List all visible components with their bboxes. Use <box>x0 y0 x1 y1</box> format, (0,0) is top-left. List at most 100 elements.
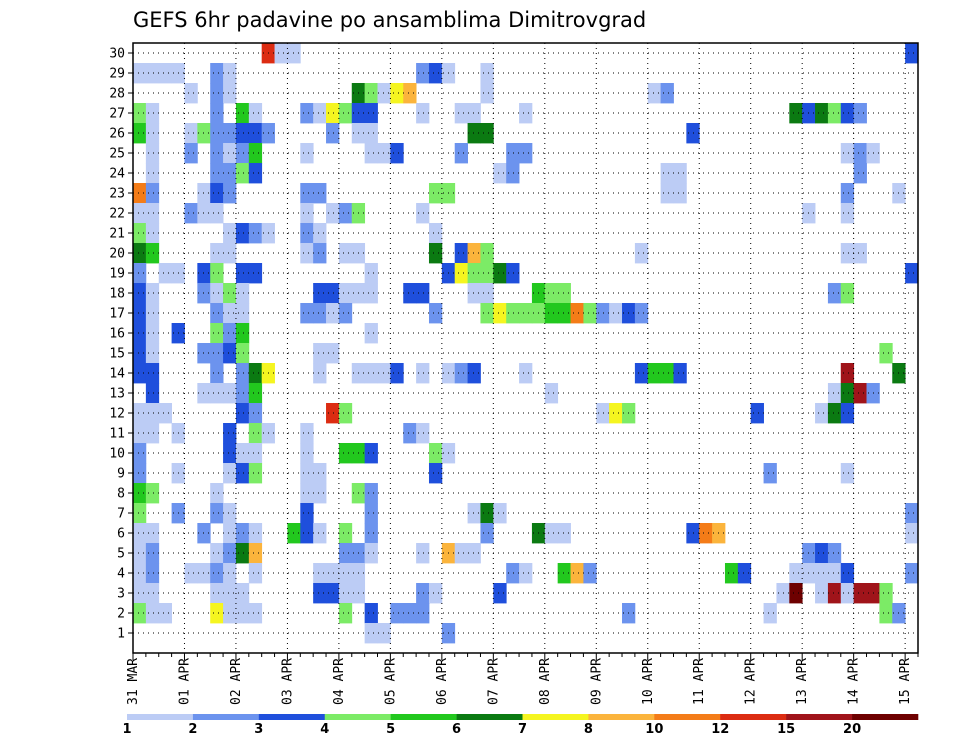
heatmap-cell <box>480 123 494 144</box>
heatmap-cell <box>235 523 250 544</box>
heatmap-cell <box>480 303 494 324</box>
heatmap-cell <box>235 403 250 424</box>
x-tick-label: 12 APR <box>744 658 759 705</box>
heatmap-cell <box>467 263 481 284</box>
heatmap-cell <box>223 343 237 364</box>
heatmap-cell <box>210 123 224 144</box>
heatmap-cell <box>210 323 224 344</box>
heatmap-cell <box>827 283 842 304</box>
y-tick-label: 2 <box>117 607 125 622</box>
heatmap-cell <box>223 283 237 304</box>
heatmap-cell <box>133 463 147 484</box>
heatmap-cell <box>326 303 340 324</box>
heatmap-cell <box>326 403 340 424</box>
colorbar-tick-label: 1 <box>122 722 131 737</box>
heatmap-cell <box>313 283 327 304</box>
heatmap-cell <box>338 563 353 584</box>
heatmap-cell <box>133 423 147 444</box>
heatmap-cell <box>145 523 160 544</box>
colorbar-swatch <box>654 714 721 720</box>
heatmap-cell <box>248 463 263 484</box>
heatmap-cell <box>338 603 353 624</box>
heatmap-cell <box>145 123 160 144</box>
heatmap-cell <box>235 443 250 464</box>
heatmap-cell <box>133 403 147 424</box>
y-tick-label: 1 <box>117 627 125 642</box>
x-tick-label: 15 APR <box>898 658 913 705</box>
heatmap-cell <box>364 543 378 564</box>
heatmap-cell <box>248 523 263 544</box>
heatmap-cell <box>248 443 263 464</box>
heatmap-cell <box>338 283 353 304</box>
heatmap-cell <box>326 123 340 144</box>
heatmap-cell <box>827 543 842 564</box>
heatmap-cell <box>248 363 263 384</box>
colorbar-tick-label: 10 <box>645 722 663 737</box>
heatmap-cell <box>210 563 224 584</box>
heatmap-cell <box>300 303 314 324</box>
y-axis-ticks: 1234567891011121314151617181920212223242… <box>109 47 133 642</box>
heatmap-cell <box>853 383 867 404</box>
heatmap-cell <box>300 103 314 124</box>
heatmap-cell <box>210 163 224 184</box>
heatmap-cell <box>634 363 649 384</box>
heatmap-cell <box>596 403 610 424</box>
heatmap-cell <box>235 383 250 404</box>
heatmap-cell <box>223 223 237 244</box>
heatmap-cell <box>133 543 147 564</box>
heatmap-cell <box>326 563 340 584</box>
heatmap-cell <box>763 603 777 624</box>
y-tick-label: 9 <box>117 467 125 482</box>
colorbar-swatch <box>324 714 391 720</box>
heatmap-cell <box>840 583 855 604</box>
heatmap-cell <box>428 63 443 84</box>
heatmap-cell <box>557 283 571 304</box>
heatmap-cell <box>235 143 250 164</box>
x-tick-label: 31 MAR <box>126 658 141 705</box>
heatmap-cell <box>480 83 494 104</box>
heatmap-cell <box>377 363 391 384</box>
heatmap-cell <box>467 243 481 264</box>
heatmap-cell <box>145 243 160 264</box>
y-tick-label: 20 <box>109 247 125 262</box>
colorbar-tick-label: 12 <box>711 722 729 737</box>
heatmap-cell <box>300 203 314 224</box>
grid-lines <box>133 43 918 653</box>
heatmap-cell <box>647 363 662 384</box>
heatmap-cell <box>133 483 147 504</box>
heatmap-cell <box>223 563 237 584</box>
heatmap-cell <box>660 363 674 384</box>
heatmap-cell <box>879 583 893 604</box>
heatmap-cell <box>145 423 160 444</box>
heatmap-cell <box>300 243 314 264</box>
heatmap-cell <box>313 103 327 124</box>
heatmap-cell <box>609 303 623 324</box>
heatmap-cell <box>454 543 468 564</box>
heatmap-cell <box>493 583 507 604</box>
y-tick-label: 14 <box>109 367 125 382</box>
heatmap-cell <box>815 543 829 564</box>
x-tick-label: 09 APR <box>589 658 604 705</box>
colorbar-swatch <box>786 714 853 720</box>
heatmap-cell <box>557 563 571 584</box>
heatmap-cell <box>223 143 237 164</box>
heatmap-cell <box>416 203 430 224</box>
heatmap-cell <box>815 403 829 424</box>
heatmap-cell <box>145 563 160 584</box>
heatmap-cell <box>840 103 855 124</box>
heatmap-cell <box>210 583 224 604</box>
y-tick-label: 23 <box>109 187 125 202</box>
heatmap-cell <box>210 283 224 304</box>
heatmap-cell <box>467 103 481 124</box>
heatmap-cell <box>313 303 327 324</box>
heatmap-cell <box>390 363 404 384</box>
heatmap-cell <box>158 403 173 424</box>
colorbar-tick-label: 6 <box>452 722 461 737</box>
heatmap-cell <box>313 223 327 244</box>
heatmap-cell <box>210 603 224 624</box>
colorbar-tick-label: 3 <box>254 722 263 737</box>
colorbar-swatch <box>588 714 655 720</box>
heatmap-cell <box>223 83 237 104</box>
colorbar-swatch <box>127 714 194 720</box>
